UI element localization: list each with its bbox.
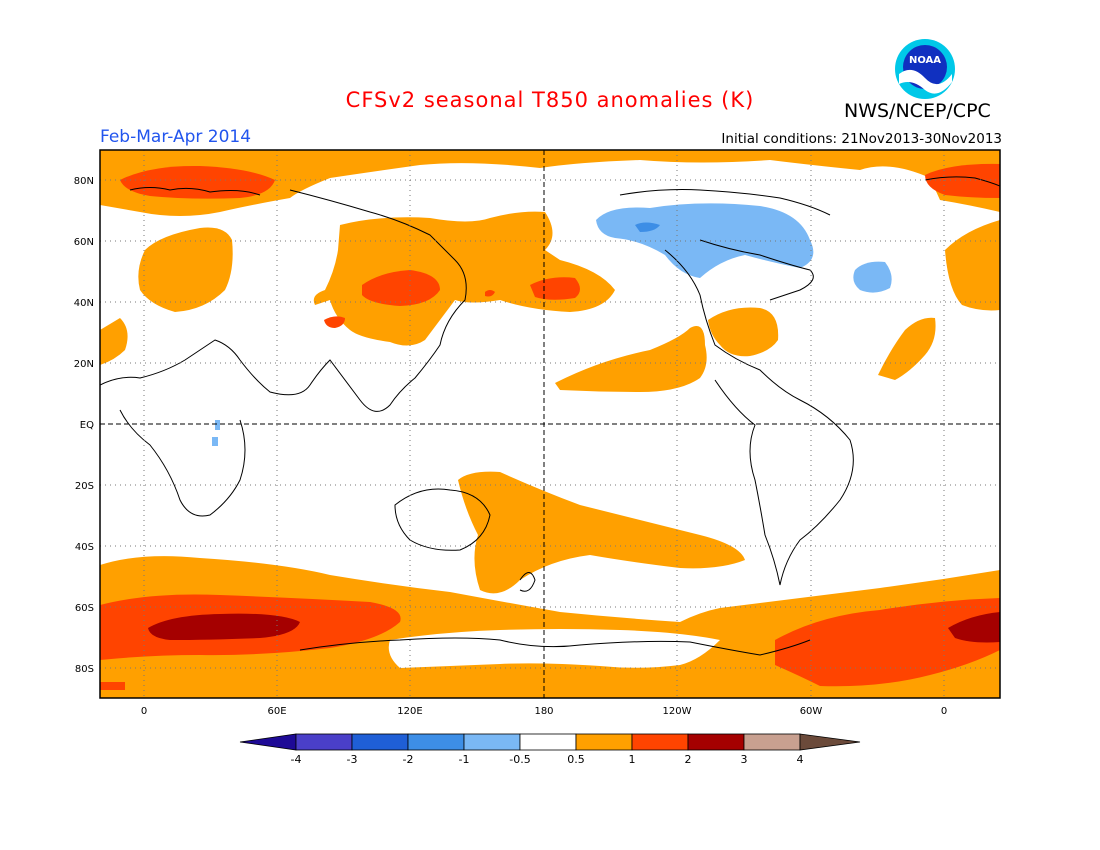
reference-lines xyxy=(100,150,1000,698)
forecast-period: Feb-Mar-Apr 2014 xyxy=(100,127,252,147)
anomaly-region-asia xyxy=(313,211,615,346)
noaa-logo: NOAA xyxy=(895,39,955,99)
antarctic-neutral-zone xyxy=(388,629,720,668)
colorbar-segment xyxy=(687,733,745,751)
anomaly-strong-tibet xyxy=(324,316,345,328)
svg-text:NOAA: NOAA xyxy=(909,55,941,66)
colorbar-label: 0.5 xyxy=(567,753,585,766)
lat-label: 80S xyxy=(75,664,94,675)
lon-label: 120W xyxy=(663,706,692,717)
anomaly-extreme-southern-left xyxy=(148,613,300,640)
graticule xyxy=(100,150,1000,698)
lat-label: 60N xyxy=(74,237,94,248)
anomaly-cool-canada-core xyxy=(635,222,660,232)
anomaly-strong-mongolia xyxy=(362,270,440,306)
anomaly-cool-natlantic xyxy=(853,261,892,293)
coastlines xyxy=(100,176,1000,656)
lon-label: 60W xyxy=(800,706,823,717)
lat-label: 20N xyxy=(74,359,94,370)
anomaly-strong-arctic-right xyxy=(925,163,1000,198)
colorbar-segment xyxy=(575,733,633,751)
lat-label: 40S xyxy=(75,542,94,553)
anomaly-strong-npacific xyxy=(530,277,580,300)
colorbar-label: 4 xyxy=(797,753,804,766)
lat-label: EQ xyxy=(80,420,94,431)
colorbar-segment xyxy=(799,733,861,751)
anomaly-region-atlantic xyxy=(878,317,936,380)
lat-label: 80N xyxy=(74,176,94,187)
colorbar-segment xyxy=(743,733,801,751)
anomaly-region-europe xyxy=(138,227,233,312)
colorbar-segment xyxy=(463,733,521,751)
anomaly-strong-kamchatka xyxy=(485,290,495,297)
anomaly-region-eastatlantic xyxy=(945,220,1000,311)
anomaly-region-arctic xyxy=(100,150,1000,216)
anomaly-cool-canada xyxy=(596,203,814,278)
lon-label: 0 xyxy=(141,706,147,717)
lon-label: 180 xyxy=(534,706,553,717)
colorbar-label: 2 xyxy=(685,753,692,766)
lat-label: 40N xyxy=(74,298,94,309)
colorbar-segment xyxy=(631,733,689,751)
anomaly-strong-antarctic-edge xyxy=(100,682,125,690)
anomaly-cool-africa xyxy=(212,420,220,446)
longitude-axis: 0 60E 120E 180 120W 60W 0 xyxy=(141,706,947,717)
map-title: CFSv2 seasonal T850 anomalies (K) xyxy=(345,88,755,112)
lon-label: 0 xyxy=(941,706,947,717)
colorbar-segment xyxy=(519,733,577,751)
colorbar-label: 1 xyxy=(629,753,636,766)
color-bar: -4 -3 -2 -1 -0.5 0.5 1 2 3 4 xyxy=(239,733,861,766)
colorbar-label: -0.5 xyxy=(509,753,530,766)
colorbar-segment xyxy=(407,733,465,751)
colorbar-label: -1 xyxy=(459,753,470,766)
anomaly-region-mexico xyxy=(708,307,779,357)
colorbar-label: -2 xyxy=(403,753,414,766)
map-border xyxy=(99,149,1001,699)
colorbar-segment xyxy=(351,733,409,751)
colorbar-segment xyxy=(239,733,297,751)
anomaly-region-westafrica xyxy=(100,318,128,365)
colorbar-label: -3 xyxy=(347,753,358,766)
colorbar-label: 3 xyxy=(741,753,748,766)
latitude-axis: 80N 60N 40N 20N EQ 20S 40S 60S 80S xyxy=(74,176,94,675)
agency-label: NWS/NCEP/CPC xyxy=(844,100,991,122)
initial-conditions: Initial conditions: 21Nov2013-30Nov2013 xyxy=(721,131,1002,147)
lon-label: 60E xyxy=(267,706,286,717)
lat-label: 20S xyxy=(75,481,94,492)
anomaly-fields xyxy=(100,150,1000,698)
colorbar-label: -4 xyxy=(291,753,302,766)
anomaly-extreme-southern-right xyxy=(948,612,1000,643)
lon-label: 120E xyxy=(397,706,422,717)
anomaly-region-spacific xyxy=(458,471,745,594)
anomaly-region-npacific xyxy=(555,326,707,392)
lat-label: 60S xyxy=(75,603,94,614)
colorbar-segment xyxy=(295,733,353,751)
